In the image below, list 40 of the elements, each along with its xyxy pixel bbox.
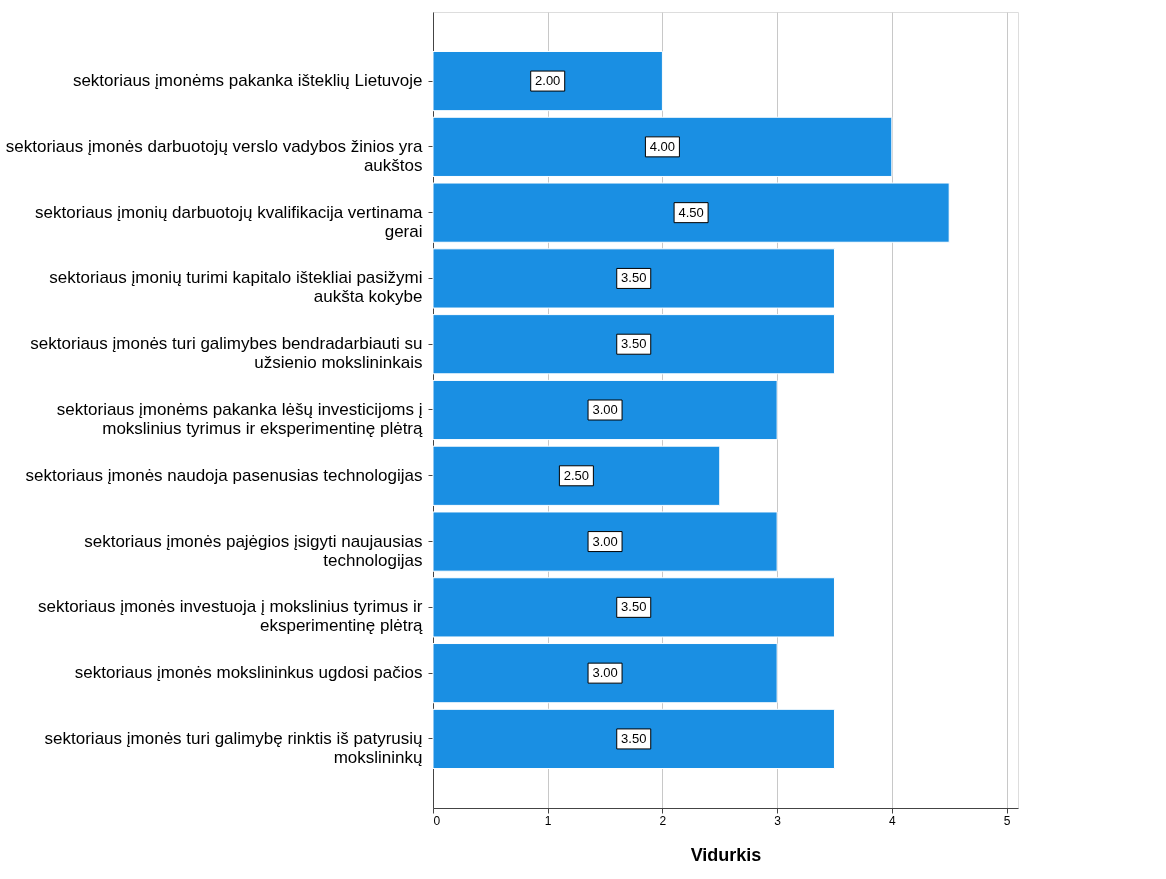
bar	[432, 314, 835, 375]
x-tick-label: 1	[544, 813, 552, 828]
x-tick-label: 4	[888, 813, 896, 828]
y-tick-label: sektoriaus įmonės investuoja į mokslinius tyrimus ir eksperimentinę plėtrą	[37, 597, 424, 636]
data-label: 3.50	[621, 730, 647, 746]
y-tick-label: sektoriaus įmonės mokslininkus ugdosi pačios	[74, 663, 423, 683]
bar	[432, 577, 835, 638]
x-axis-title: Vidurkis	[690, 844, 762, 865]
y-tick-label: sektoriaus įmonių turimi kapitalo ištekliai pasižymi aukšta kokybe	[49, 268, 423, 307]
y-tick-label: sektoriaus įmonės turi galimybę rinktis iš patyrusių mokslininkų	[44, 728, 423, 767]
x-tick-label: 5	[1003, 813, 1011, 828]
bar	[432, 445, 721, 506]
data-label: 4.50	[678, 204, 704, 220]
bar	[432, 248, 835, 309]
y-tick-label: sektoriaus įmonės turi galimybes bendradarbiauti su užsienio mokslininkais	[30, 334, 423, 373]
data-label: 3.00	[592, 402, 618, 417]
bar	[432, 708, 835, 770]
y-tick-label: sektoriaus įmonėms pakanka lėšų investicijoms į mokslinius tyrimus ir eksperimentinę plėtrą	[56, 400, 424, 438]
data-label: 2.50	[563, 467, 590, 483]
x-tick-label: 0	[433, 813, 441, 828]
data-label: 3.50	[621, 270, 647, 286]
bar	[432, 116, 893, 177]
x-tick-label: 2	[659, 813, 667, 828]
y-tick-label: sektoriaus įmonėms pakanka išteklių Lietuvoje	[72, 71, 423, 91]
bar	[432, 511, 778, 572]
data-label: 3.00	[592, 665, 618, 681]
y-tick-label: sektoriaus įmonės naudoja pasenusias technologijas	[25, 465, 423, 485]
data-label: 3.50	[621, 336, 647, 352]
data-label: 3.00	[592, 533, 618, 549]
bar	[432, 182, 950, 243]
y-tick-label: sektoriaus įmonės pajėgios įsigyti naujausias technologijas	[84, 531, 423, 570]
data-label: 4.00	[649, 138, 676, 154]
data-label: 3.50	[621, 599, 647, 615]
bar	[432, 379, 778, 441]
bar	[432, 643, 778, 704]
bar	[432, 50, 663, 112]
x-tick-label: 3	[774, 813, 782, 828]
y-tick-label: sektoriaus įmonės darbuotojų verslo vadybos žinios yra aukštos	[5, 136, 424, 175]
y-tick-label: sektoriaus įmonių darbuotojų kvalifikacija vertinama gerai	[35, 202, 424, 241]
data-label: 2.00	[535, 73, 561, 89]
